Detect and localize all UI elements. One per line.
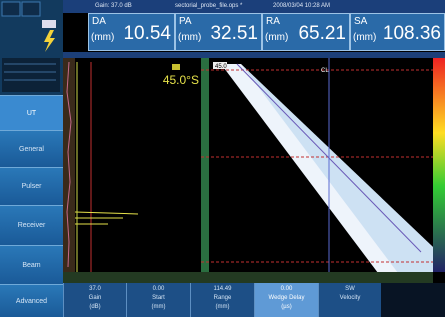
status-panel (0, 0, 63, 95)
menu-item[interactable]: Advanced (0, 284, 63, 317)
param-unit: (mm) (191, 303, 254, 312)
reading-label: RA (266, 16, 280, 27)
reading-box: RA (mm) 65.21 (262, 13, 350, 51)
gain-status: Gain: 37.0 dB (95, 3, 132, 9)
param-label: Range (191, 294, 254, 303)
param-value: SW (319, 285, 381, 294)
reading-unit: (mm) (91, 32, 114, 43)
menu-item[interactable]: Receiver (0, 205, 63, 245)
param-value: 114.49 (191, 285, 254, 294)
reading-label: SA (354, 16, 367, 27)
reading-box: DA (mm) 10.54 (88, 13, 175, 51)
s-scan-view: 45.0 CL (201, 52, 445, 283)
param-unit: (dB) (64, 303, 126, 312)
reading-value: 108.36 (383, 23, 441, 45)
top-bar: Gain: 37.0 dB sectorial_probe_file.ops *… (63, 0, 445, 13)
a-scan-view: 45.0°S (63, 52, 201, 283)
reading-value: 32.51 (210, 23, 258, 45)
menu-item[interactable]: Beam (0, 245, 63, 284)
menu-item[interactable]: UT (0, 95, 63, 130)
param-unit: (mm) (127, 303, 190, 312)
reading-label: PA (179, 16, 192, 27)
reading-box: SA (mm) 108.36 (350, 13, 445, 51)
param-value: 0.00 (255, 285, 318, 294)
reading-unit: (mm) (353, 32, 376, 43)
param-label: Start (127, 294, 190, 303)
param-label: Wedge Delay (255, 294, 318, 303)
file-name: sectorial_probe_file.ops * (175, 3, 242, 9)
a-scan-angle: 45.0°S (163, 73, 199, 87)
reading-value: 10.54 (123, 23, 171, 45)
param-value: 0.00 (127, 285, 190, 294)
s-scan-angle: 45.0 (215, 64, 227, 70)
reading-box: PA (mm) 32.51 (175, 13, 262, 51)
flaw-detector-screen: Gain: 37.0 dB sectorial_probe_file.ops *… (0, 0, 445, 317)
date-time: 2008/03/04 10:28 AM (273, 3, 330, 9)
reading-value: 65.21 (298, 23, 346, 45)
reading-label: DA (92, 16, 106, 27)
menu-item[interactable]: Pulser (0, 167, 63, 205)
reading-unit: (mm) (265, 32, 288, 43)
param-filler (381, 283, 445, 317)
param-unit: (µs) (255, 303, 318, 312)
cursor-label: CL (321, 68, 329, 74)
status-icons (0, 0, 63, 95)
param-label: Velocity (319, 294, 381, 303)
param-value: 37.0 (64, 285, 126, 294)
reading-unit: (mm) (178, 32, 201, 43)
param-label: Gain (64, 294, 126, 303)
menu-item[interactable]: General (0, 130, 63, 167)
